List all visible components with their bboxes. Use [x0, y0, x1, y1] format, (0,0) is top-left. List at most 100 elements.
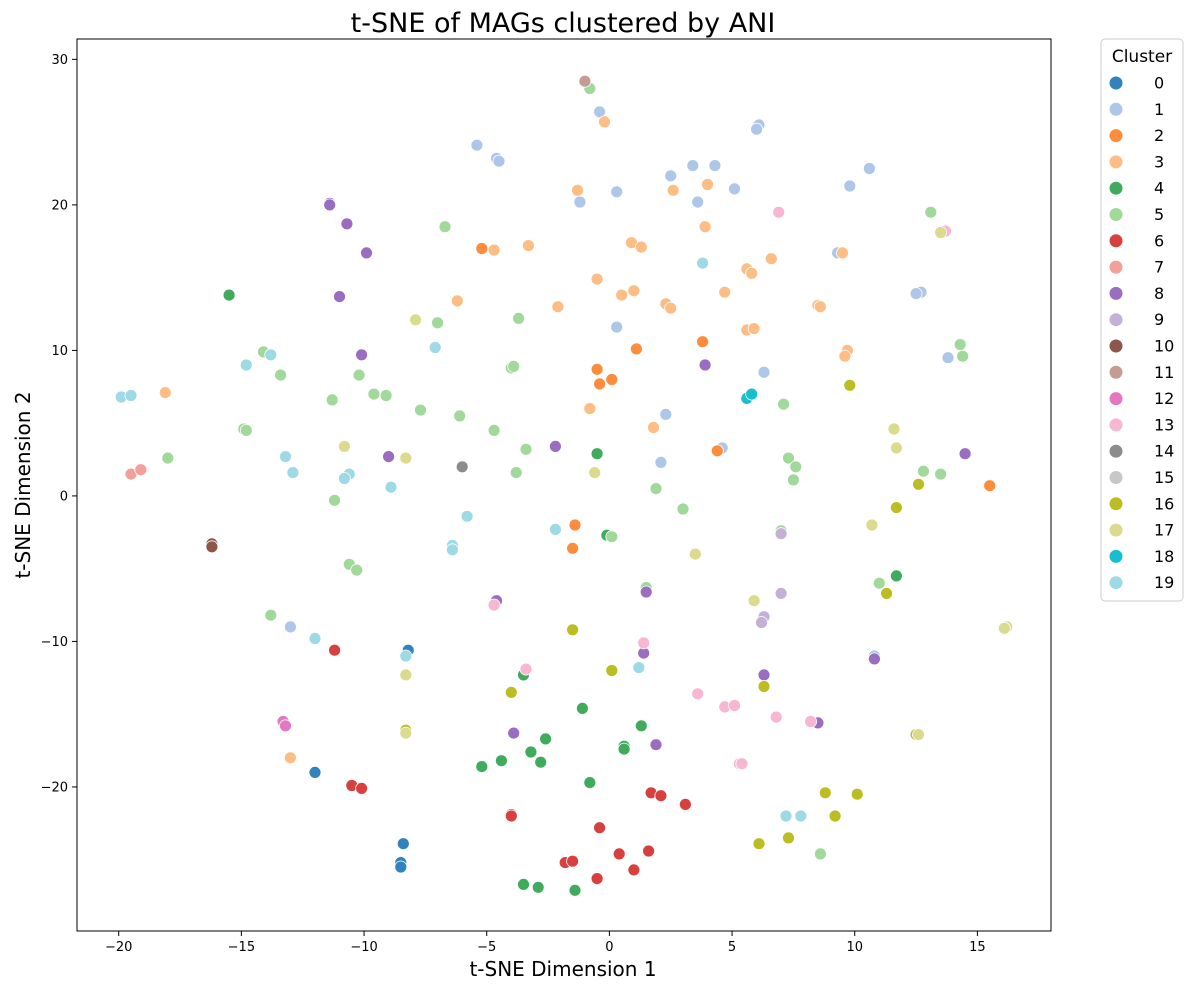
scatter-point-cluster-6 — [566, 854, 579, 868]
scatter-point-cluster-13 — [735, 757, 749, 771]
legend-marker — [1109, 260, 1123, 274]
scatter-point-cluster-5 — [350, 563, 364, 577]
scatter-point-cluster-19 — [384, 480, 398, 494]
legend-label: 16 — [1154, 494, 1174, 513]
scatter-point-cluster-19 — [779, 809, 793, 823]
scatter-point-cluster-17 — [399, 668, 413, 682]
scatter-point-cluster-5 — [431, 316, 445, 330]
scatter-point-cluster-17 — [399, 451, 413, 465]
scatter-point-cluster-8 — [549, 439, 562, 453]
scatter-point-cluster-16 — [782, 831, 795, 845]
x-tick-label: 5 — [728, 940, 736, 955]
scatter-point-cluster-3 — [647, 421, 660, 434]
scatter-point-cluster-5 — [438, 220, 452, 234]
scatter-point-cluster-5 — [264, 608, 278, 622]
scatter-point-cluster-17 — [890, 441, 903, 455]
scatter-point-cluster-4 — [475, 760, 489, 773]
scatter-point-cluster-5 — [605, 530, 619, 544]
scatter-point-cluster-16 — [850, 787, 864, 801]
legend-label: 5 — [1154, 205, 1164, 224]
legend-label: 15 — [1154, 468, 1174, 487]
scatter-point-cluster-6 — [593, 821, 606, 835]
scatter-point-cluster-17 — [747, 594, 761, 608]
scatter-point-cluster-0 — [396, 837, 410, 851]
scatter-point-cluster-5 — [509, 466, 523, 480]
scatter-point-cluster-13 — [804, 715, 817, 728]
x-tick-label: −5 — [477, 940, 496, 955]
scatter-point-cluster-5 — [512, 311, 525, 325]
legend-label: 19 — [1154, 573, 1174, 592]
scatter-point-cluster-3 — [615, 288, 629, 302]
scatter-point-cluster-1 — [843, 179, 857, 193]
legend-marker — [1109, 286, 1123, 300]
legend-label: 3 — [1154, 152, 1164, 171]
scatter-point-cluster-5 — [924, 205, 938, 219]
scatter-point-cluster-8 — [698, 358, 712, 372]
x-axis-label: t-SNE Dimension 1 — [469, 957, 656, 981]
scatter-point-cluster-8 — [382, 450, 396, 464]
scatter-point-cluster-17 — [865, 518, 879, 532]
legend-marker — [1109, 76, 1123, 90]
scatter-point-cluster-10 — [205, 540, 219, 554]
scatter-point-cluster-1 — [708, 159, 722, 173]
scatter-point-cluster-16 — [757, 680, 771, 693]
scatter-point-cluster-4 — [890, 569, 903, 583]
legend-label: 18 — [1154, 547, 1174, 566]
scatter-point-cluster-2 — [696, 335, 709, 349]
scatter-point-cluster-4 — [590, 447, 604, 461]
scatter-point-cluster-3 — [764, 252, 778, 266]
data-points — [114, 74, 1014, 897]
scatter-point-cluster-9 — [755, 616, 768, 629]
scatter-point-cluster-19 — [308, 632, 322, 645]
y-tick-label: −20 — [41, 780, 68, 795]
scatter-point-cluster-1 — [941, 351, 955, 365]
plot-area — [76, 38, 1052, 932]
scatter-point-cluster-4 — [524, 745, 538, 759]
scatter-point-cluster-1 — [686, 159, 700, 173]
legend-label: 10 — [1154, 337, 1174, 356]
scatter-point-cluster-1 — [610, 185, 624, 199]
scatter-point-cluster-3 — [838, 349, 852, 363]
scatter-point-cluster-4 — [531, 880, 545, 894]
scatter-point-cluster-8 — [333, 290, 346, 304]
scatter-point-cluster-5 — [325, 393, 339, 407]
x-tick-label: −10 — [350, 940, 377, 955]
legend-marker — [1109, 497, 1123, 511]
legend-marker — [1109, 234, 1123, 248]
y-axis-ticks: −20 −10 0 10 20 30 — [41, 53, 77, 795]
scatter-point-cluster-13 — [637, 636, 651, 650]
scatter-point-cluster-13 — [769, 710, 783, 724]
legend-label: 7 — [1154, 258, 1164, 277]
legend-marker — [1109, 549, 1123, 563]
scatter-point-cluster-5 — [934, 467, 947, 481]
scatter-point-cluster-3 — [583, 402, 597, 416]
scatter-point-cluster-1 — [750, 122, 763, 136]
scatter-point-cluster-2 — [605, 373, 619, 386]
x-axis-ticks: −20 −15 −10 −5 0 5 10 15 — [105, 931, 986, 955]
scatter-point-cluster-17 — [399, 726, 413, 740]
legend-marker — [1109, 392, 1123, 406]
legend-marker — [1109, 102, 1123, 116]
scatter-point-cluster-3 — [664, 301, 678, 315]
scatter-point-cluster-8 — [868, 652, 881, 666]
scatter-point-cluster-19 — [124, 389, 138, 402]
x-tick-label: 15 — [969, 940, 986, 955]
legend-label: 12 — [1154, 389, 1174, 408]
legend-marker — [1109, 365, 1123, 379]
scatter-point-cluster-17 — [934, 226, 947, 239]
scatter-point-cluster-19 — [460, 509, 474, 523]
legend-label: 13 — [1154, 415, 1174, 434]
scatter-point-cluster-3 — [836, 246, 849, 260]
scatter-point-cluster-1 — [610, 320, 624, 334]
scatter-point-cluster-16 — [828, 809, 842, 823]
scatter-point-cluster-18 — [745, 387, 759, 401]
scatter-point-cluster-5 — [379, 389, 393, 402]
x-tick-label: −15 — [228, 940, 255, 955]
scatter-point-cluster-5 — [367, 387, 381, 401]
y-tick-label: 20 — [51, 198, 68, 213]
scatter-point-cluster-16 — [566, 623, 579, 637]
scatter-point-cluster-3 — [551, 300, 565, 314]
scatter-point-cluster-6 — [612, 847, 626, 861]
scatter-point-cluster-1 — [492, 154, 506, 168]
